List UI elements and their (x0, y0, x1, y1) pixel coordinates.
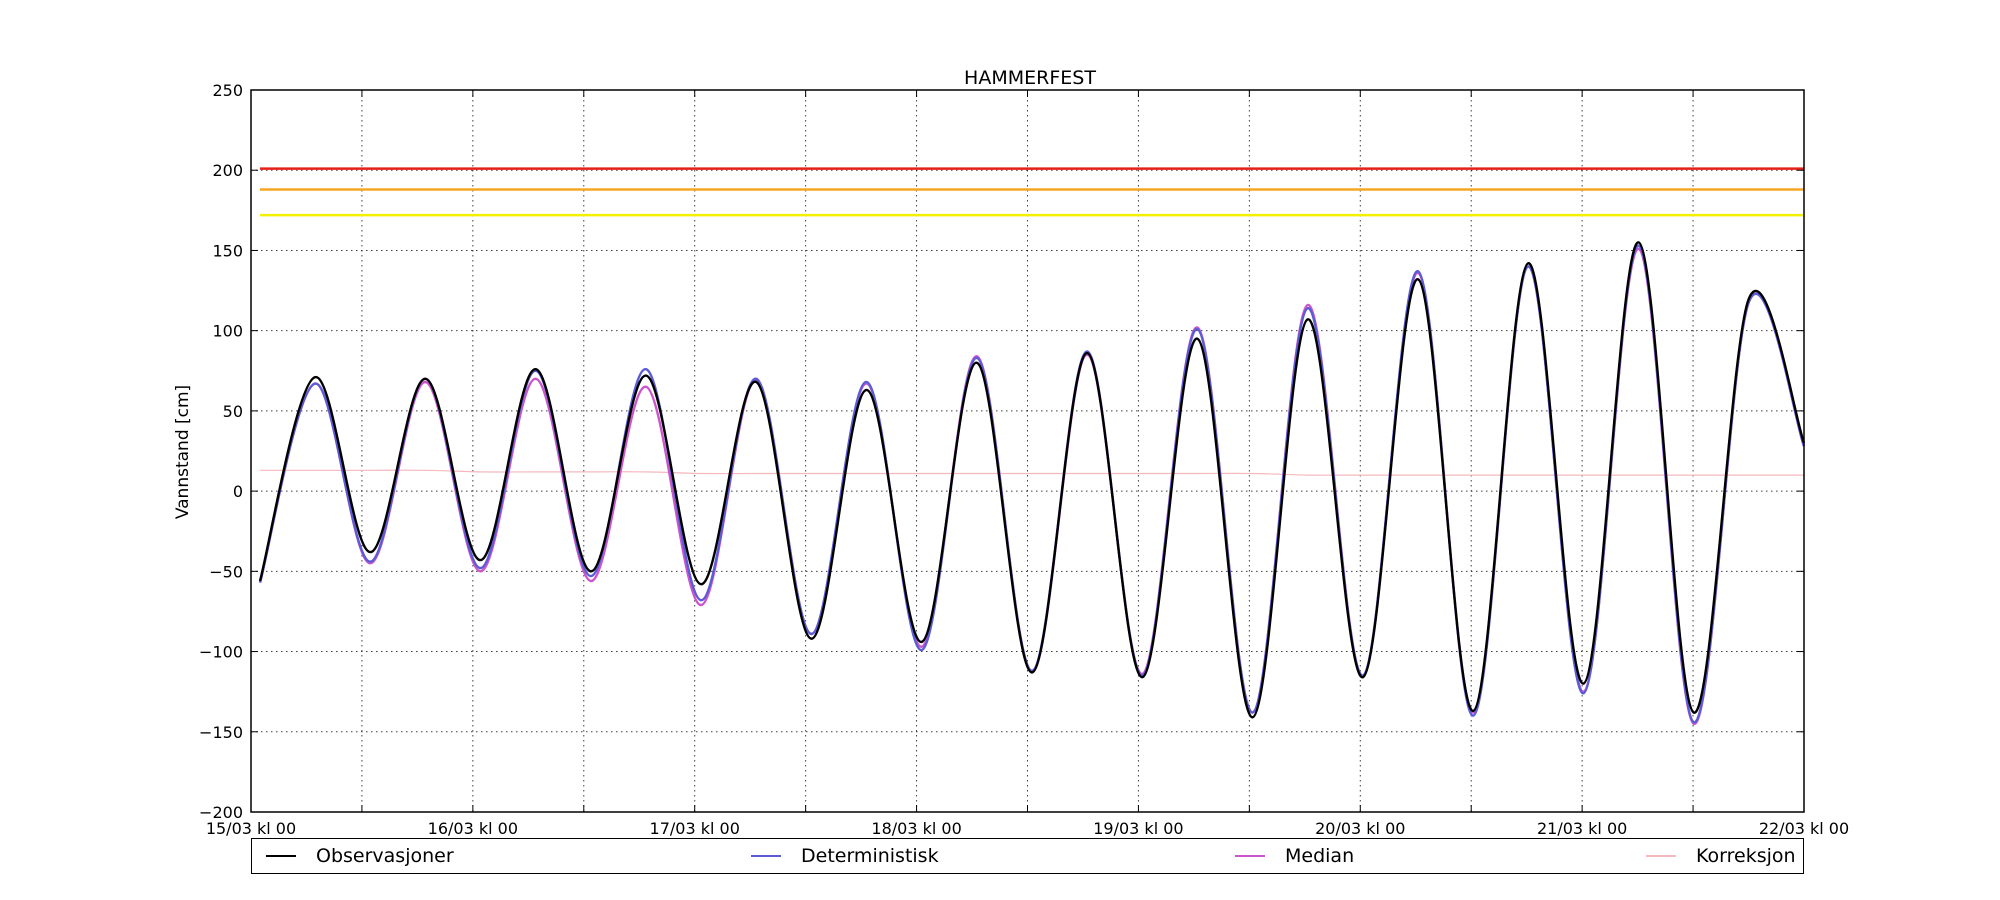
legend-label-deterministisk: Deterministisk (801, 845, 939, 867)
y-tick-label: 150 (212, 241, 243, 260)
legend: Observasjoner Deterministisk Median Korr… (251, 838, 1804, 874)
x-tick-label: 18/03 kl 00 (871, 819, 961, 838)
legend-item-deterministisk: Deterministisk (751, 839, 939, 873)
series-line-deterministisk (258, 244, 1806, 724)
legend-swatch-deterministisk (751, 855, 781, 857)
grid-lines (250, 89, 1805, 813)
y-tick-label: 50 (223, 402, 243, 421)
legend-label-observasjoner: Observasjoner (316, 845, 454, 867)
y-tick-label: 100 (212, 322, 243, 341)
legend-item-observasjoner: Observasjoner (266, 839, 454, 873)
y-tick-label: −50 (209, 562, 243, 581)
x-tick-label: 16/03 kl 00 (428, 819, 518, 838)
x-tick-label: 15/03 kl 00 (206, 819, 296, 838)
chart-title: HAMMERFEST (964, 67, 1096, 89)
x-tick-label: 22/03 kl 00 (1759, 819, 1849, 838)
y-tick-label: −100 (199, 643, 243, 662)
y-tick-label: 0 (233, 482, 243, 501)
y-tick-label: 250 (212, 81, 243, 100)
y-tick-label: −200 (199, 803, 243, 822)
legend-label-korreksjon: Korreksjon (1696, 845, 1796, 867)
series-lines (258, 241, 1806, 726)
legend-swatch-korreksjon (1646, 855, 1676, 857)
threshold-lines (260, 167, 1804, 217)
legend-swatch-observasjoner (266, 855, 296, 857)
legend-item-korreksjon: Korreksjon (1646, 839, 1796, 873)
x-tick-label: 21/03 kl 00 (1537, 819, 1627, 838)
x-tick-label: 20/03 kl 00 (1315, 819, 1405, 838)
legend-item-median: Median (1235, 839, 1354, 873)
y-axis-label: Vannstand [cm] (173, 385, 193, 519)
legend-swatch-median (1235, 855, 1265, 857)
series-line-observasjoner (258, 241, 1806, 719)
legend-label-median: Median (1285, 845, 1355, 867)
series-line-korreksjon (260, 469, 1804, 476)
x-tick-label: 19/03 kl 00 (1093, 819, 1183, 838)
y-tick-label: 200 (212, 161, 243, 180)
x-tick-label: 17/03 kl 00 (650, 819, 740, 838)
y-tick-label: −150 (199, 723, 243, 742)
